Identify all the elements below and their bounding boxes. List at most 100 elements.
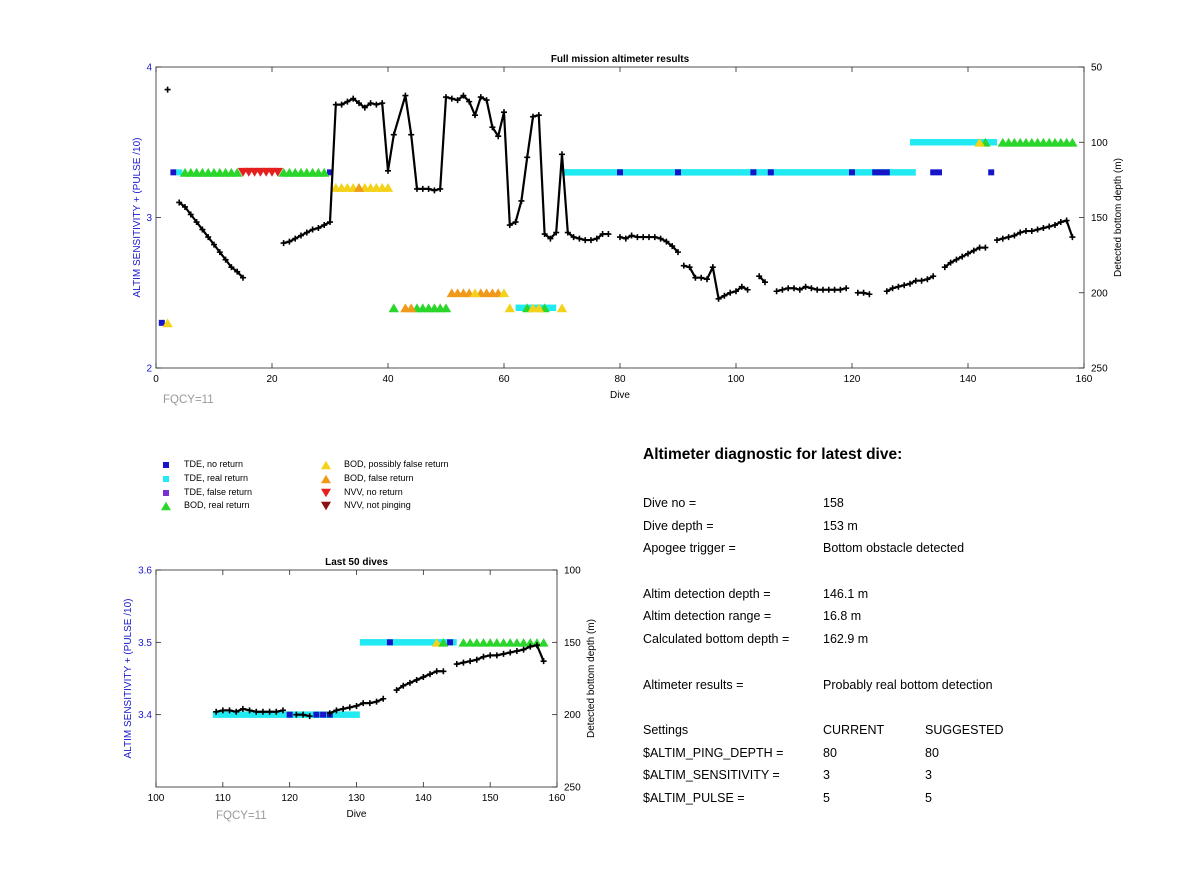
marker-bod_real_return (538, 638, 549, 647)
diagnostic-value: 158 (823, 496, 844, 510)
legend-marker-bod_possibly_false (321, 460, 331, 470)
bottom-depth-point (744, 286, 751, 293)
chart-0: Full mission altimeter results 0 20 40 60 80 1… (132, 54, 1124, 406)
legend-marker-bod_false (321, 474, 331, 484)
marker-tde_no_return (872, 169, 879, 176)
bottom-depth-point (460, 659, 467, 666)
marker-tde_no_return (930, 169, 937, 176)
bottom-depth-point (593, 235, 600, 242)
bottom-depth-point (466, 98, 473, 105)
settings-row: $ALTIM_SENSITIVITY = 3 3 (643, 764, 1163, 787)
bottom-depth-point (344, 98, 351, 105)
legend-item: BOD, real return (160, 499, 252, 513)
diagnostic-rows: Dive no = 158 Dive depth = 153 m Apogee trig… (643, 492, 1163, 719)
bottom-depth-point (796, 286, 803, 293)
bottom-depth-point (332, 101, 339, 108)
legend-item: NVV, no return (320, 486, 449, 500)
bottom-depth-point (303, 229, 310, 236)
bottom-depth-point (686, 264, 693, 271)
diagnostic-row: Dive no = 158 (643, 492, 1163, 515)
marker-tde_no_return (617, 169, 623, 176)
bottom-depth-point (413, 676, 420, 683)
bottom-depth-point (419, 185, 426, 192)
bottom-depth-point (253, 708, 260, 715)
bottom-depth-point (513, 648, 520, 655)
bottom-depth-point (524, 154, 531, 161)
bottom-depth-point (831, 286, 838, 293)
marker-bod_possibly_false (533, 303, 544, 313)
bottom-depth-point (473, 656, 480, 663)
bottom-depth-point (467, 658, 474, 665)
diagnostic-label: Dive depth = (643, 518, 714, 533)
legend-label: NVV, not pinging (344, 500, 411, 511)
bottom-depth-point (791, 285, 797, 292)
diagnostic-row: Apogee trigger = Bottom obstacle detected (643, 537, 1163, 560)
bottom-depth-point (222, 256, 229, 263)
diagnostic-settings: Settings CURRENT SUGGESTED $ALTIM_PING_DEPT… (643, 719, 1163, 810)
legend-marker-nvv_not_pinging (321, 502, 331, 511)
marker-bod_real_return (525, 638, 536, 647)
bottom-depth-point (226, 707, 233, 714)
legend-marker-tde_real_return (163, 475, 169, 482)
y-tick-label-right: 150 (1091, 213, 1108, 224)
marker-tde_no_return (158, 319, 165, 326)
bottom-depth-point (1052, 222, 1058, 229)
bottom-depth-point (564, 229, 571, 236)
diagnostic-label: Dive no = (643, 496, 697, 510)
marker-tde_no_return (286, 711, 293, 718)
legend-symbol (321, 488, 331, 497)
bottom-depth-point (443, 94, 449, 101)
bottom-depth-point (535, 112, 542, 119)
bottom-depth-point (233, 708, 240, 715)
bottom-depth-point (965, 250, 971, 257)
bottom-depth-point (907, 280, 913, 287)
diagnostic-label: Apogee trigger = (643, 541, 736, 556)
bottom-depth-point (234, 268, 241, 275)
marker-bod_possibly_false (498, 288, 510, 298)
bottom-depth-point (953, 256, 960, 263)
marker-bod_real_return (478, 638, 489, 647)
bottom-depth-point (213, 708, 220, 715)
bottom-depth-point (306, 713, 313, 720)
bottom-depth-point (634, 234, 641, 241)
legend-symbol (321, 502, 331, 511)
bottom-depth-point (176, 199, 183, 206)
marker-tde_no_return (320, 711, 327, 718)
bottom-depth-point (292, 235, 299, 242)
bottom-depth-point (756, 273, 763, 280)
bottom-depth-point (1028, 228, 1035, 235)
marker-tde_no_return (849, 169, 855, 176)
bottom-depth-point (408, 131, 415, 138)
bottom-depth-line (683, 263, 749, 301)
marker-bod_possibly_false (469, 288, 481, 298)
bottom-depth-point (205, 234, 212, 241)
bottom-depth-point (259, 708, 266, 715)
bottom-depth-point (825, 286, 832, 293)
legend-symbol (321, 460, 331, 470)
marker-bod_possibly_false (974, 137, 985, 147)
settings-row: $ALTIM_PULSE = 5 5 (643, 787, 1163, 810)
tde-real-return-bar (515, 304, 557, 312)
bottom-depth-point (425, 185, 432, 192)
bottom-depth-point (1057, 219, 1064, 226)
marker-tde_no_return (170, 169, 177, 176)
bottom-depth-point (326, 710, 333, 717)
bottom-depth-point (273, 708, 280, 715)
legend-item: TDE, real return (160, 472, 252, 486)
marker-bod_real_return (232, 167, 243, 177)
bottom-depth-point (286, 238, 293, 245)
bottom-depth-point (309, 226, 316, 233)
marker-bod_real_return (458, 638, 469, 647)
bottom-depth-point (1063, 217, 1070, 224)
bottom-depth-point (582, 237, 589, 244)
x-tick-label: 80 (614, 374, 626, 385)
bottom-depth-point (646, 234, 652, 241)
marker-tde_no_return (767, 169, 774, 176)
plot-frame (155, 66, 1085, 369)
legend-marker-nvv_no_return (321, 488, 331, 497)
legend-item: NVV, not pinging (320, 499, 449, 513)
x-tick-label: 160 (549, 793, 566, 804)
bottom-depth-point (1011, 232, 1018, 239)
x-tick-label: 160 (1076, 374, 1093, 385)
